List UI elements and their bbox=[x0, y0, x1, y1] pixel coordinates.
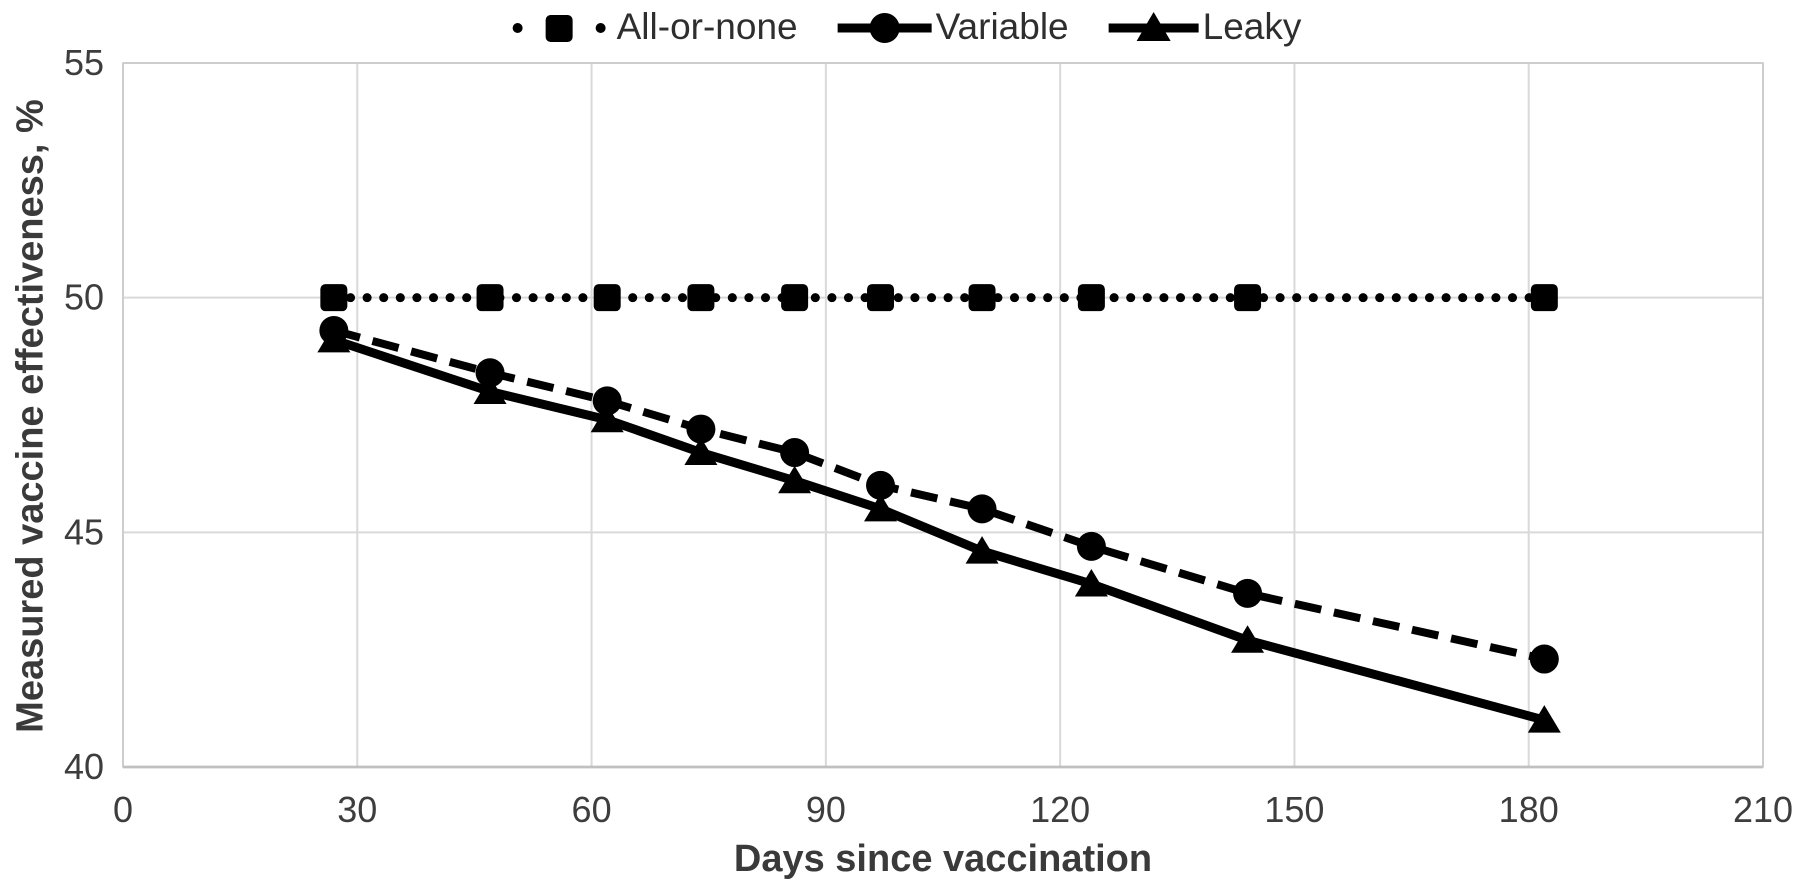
y-tick-label-45: 45 bbox=[64, 511, 104, 552]
marker-square-all-or-none bbox=[968, 284, 996, 312]
y-tick-label-55: 55 bbox=[64, 42, 104, 83]
marker-square-all-or-none bbox=[476, 284, 504, 312]
marker-square-all-or-none bbox=[593, 284, 621, 312]
marker-triangle-leaky bbox=[473, 376, 507, 405]
legend-item-leaky: Leaky bbox=[1107, 4, 1302, 50]
marker-triangle-leaky bbox=[590, 404, 624, 433]
legend-item-all-or-none: All-or-none bbox=[509, 4, 798, 50]
x-tick-label-30: 30 bbox=[337, 789, 377, 830]
legend: All-or-none Variable Leaky bbox=[509, 4, 1302, 50]
legend-item-variable: Variable bbox=[836, 4, 1069, 50]
y-tick-label-50: 50 bbox=[64, 277, 104, 318]
marker-triangle-leaky bbox=[778, 465, 812, 494]
marker-square-all-or-none bbox=[1530, 284, 1558, 312]
series-line-variable bbox=[332, 326, 1546, 663]
marker-circle-variable bbox=[1233, 578, 1263, 608]
marker-circle-variable bbox=[780, 438, 810, 468]
legend-solid-triangle-icon bbox=[1108, 12, 1199, 41]
marker-square-all-or-none bbox=[687, 284, 715, 312]
marker-triangle-leaky bbox=[864, 493, 898, 522]
marker-circle-variable bbox=[686, 414, 716, 444]
legend-label-all-or-none: All-or-none bbox=[616, 6, 798, 47]
x-tick-label-210: 210 bbox=[1733, 789, 1793, 830]
legend-dotted-square-icon bbox=[512, 15, 606, 42]
series-line-leaky bbox=[332, 335, 1546, 725]
y-tick-label-40: 40 bbox=[64, 746, 104, 787]
marker-circle-variable bbox=[967, 494, 997, 524]
marker-circle-variable bbox=[866, 470, 896, 500]
marker-triangle-leaky bbox=[684, 437, 718, 466]
marker-triangle-leaky bbox=[1231, 625, 1265, 653]
marker-square-all-or-none bbox=[867, 284, 895, 312]
marker-circle-variable bbox=[592, 386, 622, 416]
marker-circle-variable bbox=[475, 358, 505, 388]
x-tick-label-150: 150 bbox=[1264, 789, 1324, 830]
legend-dashed-circle-icon bbox=[837, 13, 932, 43]
legend-label-variable: Variable bbox=[935, 6, 1069, 47]
x-tick-label-60: 60 bbox=[572, 789, 612, 830]
marker-circle-variable bbox=[1076, 531, 1106, 561]
marker-triangle-leaky bbox=[965, 536, 999, 564]
x-tick-label-120: 120 bbox=[1030, 789, 1090, 830]
marker-circle-variable bbox=[1529, 644, 1559, 674]
marker-square-all-or-none bbox=[1234, 284, 1262, 312]
legend-label-leaky: Leaky bbox=[1202, 6, 1302, 47]
plot-border bbox=[122, 62, 1764, 768]
marker-square-all-or-none bbox=[1077, 284, 1105, 312]
marker-triangle-leaky bbox=[317, 324, 351, 353]
x-tick-label-0: 0 bbox=[113, 789, 133, 830]
x-tick-label-90: 90 bbox=[806, 789, 846, 830]
marker-square-all-or-none bbox=[320, 284, 348, 312]
marker-triangle-leaky bbox=[1074, 568, 1108, 597]
marker-square-all-or-none bbox=[781, 284, 809, 312]
y-axis-title: Measured vaccine effectiveness, % bbox=[9, 99, 52, 733]
x-tick-label-180: 180 bbox=[1499, 789, 1559, 830]
marker-triangle-leaky bbox=[1527, 705, 1561, 733]
x-axis-title: Days since vaccination bbox=[733, 838, 1153, 880]
